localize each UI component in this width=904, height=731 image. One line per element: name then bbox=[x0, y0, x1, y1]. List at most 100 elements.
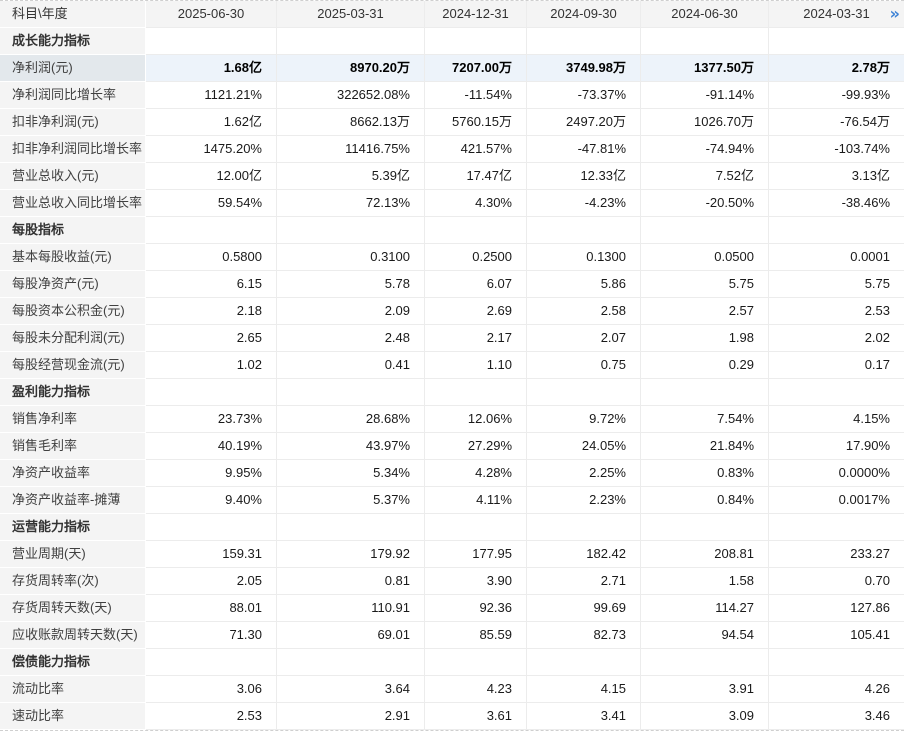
value-cell: 92.36 bbox=[425, 595, 527, 622]
section-row: 每股指标 bbox=[0, 217, 904, 244]
column-header-label: 2024-06-30 bbox=[671, 6, 738, 21]
value-cell: 0.17 bbox=[769, 352, 904, 379]
value-cell: 3.13亿 bbox=[769, 163, 904, 190]
section-title: 偿债能力指标 bbox=[0, 649, 146, 676]
value-cell: 2.17 bbox=[425, 325, 527, 352]
table-row[interactable]: 每股净资产(元) 6.15 5.78 6.07 5.86 5.75 5.75 bbox=[0, 271, 904, 298]
value-cell: 105.41 bbox=[769, 622, 904, 649]
empty-cell bbox=[641, 28, 769, 55]
value-cell: 0.0017% bbox=[769, 487, 904, 514]
table-row[interactable]: 每股经营现金流(元) 1.02 0.41 1.10 0.75 0.29 0.17 bbox=[0, 352, 904, 379]
table-row[interactable]: 存货周转天数(天) 88.01 110.91 92.36 99.69 114.27 127.… bbox=[0, 595, 904, 622]
empty-cell bbox=[527, 649, 641, 676]
value-cell: 4.15 bbox=[527, 676, 641, 703]
value-cell: 0.0500 bbox=[641, 244, 769, 271]
value-cell: 12.00亿 bbox=[146, 163, 277, 190]
table-row[interactable]: 基本每股收益(元) 0.5800 0.3100 0.2500 0.1300 0.0500 0… bbox=[0, 244, 904, 271]
section-title: 成长能力指标 bbox=[0, 28, 146, 55]
table-row[interactable]: 销售毛利率 40.19% 43.97% 27.29% 24.05% 21.84% 17.90… bbox=[0, 433, 904, 460]
value-cell: 21.84% bbox=[641, 433, 769, 460]
value-cell: 3749.98万 bbox=[527, 55, 641, 82]
table-row[interactable]: 扣非净利润同比增长率 1475.20% 11416.75% 421.57% -47.81… bbox=[0, 136, 904, 163]
column-header-date: 2024-06-30 bbox=[641, 1, 769, 28]
value-cell: 11416.75% bbox=[277, 136, 425, 163]
row-label: 基本每股收益(元) bbox=[0, 244, 146, 271]
value-cell: -11.54% bbox=[425, 82, 527, 109]
column-header-label: 2024-12-31 bbox=[442, 6, 509, 21]
empty-cell bbox=[641, 379, 769, 406]
empty-cell bbox=[146, 649, 277, 676]
column-header-date: 2024-03-31 » bbox=[769, 1, 904, 28]
value-cell: -103.74% bbox=[769, 136, 904, 163]
value-cell: 24.05% bbox=[527, 433, 641, 460]
table-row[interactable]: 销售净利率 23.73% 28.68% 12.06% 9.72% 7.54% 4.15% bbox=[0, 406, 904, 433]
column-header-subject-year: 科目\年度 bbox=[0, 1, 146, 28]
value-cell: 1026.70万 bbox=[641, 109, 769, 136]
section-row: 盈利能力指标 bbox=[0, 379, 904, 406]
value-cell: -76.54万 bbox=[769, 109, 904, 136]
value-cell: -4.23% bbox=[527, 190, 641, 217]
value-cell: 99.69 bbox=[527, 595, 641, 622]
value-cell: 9.40% bbox=[146, 487, 277, 514]
table-row[interactable]: 净利润同比增长率 1121.21% 322652.08% -11.54% -73.37%… bbox=[0, 82, 904, 109]
table-row[interactable]: 存货周转率(次) 2.05 0.81 3.90 2.71 1.58 0.70 bbox=[0, 568, 904, 595]
row-label: 流动比率 bbox=[0, 676, 146, 703]
table-row[interactable]: 营业总收入(元) 12.00亿 5.39亿 17.47亿 12.33亿 7.52亿 3.13… bbox=[0, 163, 904, 190]
value-cell: 5.75 bbox=[641, 271, 769, 298]
chevron-double-right-icon[interactable]: » bbox=[889, 4, 900, 23]
value-cell: 0.81 bbox=[277, 568, 425, 595]
empty-cell bbox=[527, 217, 641, 244]
table-row[interactable]: 每股未分配利润(元) 2.65 2.48 2.17 2.07 1.98 2.02 bbox=[0, 325, 904, 352]
value-cell: 4.23 bbox=[425, 676, 527, 703]
row-label: 营业总收入同比增长率 bbox=[0, 190, 146, 217]
value-cell: 2.71 bbox=[527, 568, 641, 595]
table-row[interactable]: 应收账款周转天数(天) 71.30 69.01 85.59 82.73 94.54 105.… bbox=[0, 622, 904, 649]
table-row[interactable]: 净资产收益率-摊薄 9.40% 5.37% 4.11% 2.23% 0.84% 0.0017… bbox=[0, 487, 904, 514]
table-row[interactable]: 净资产收益率 9.95% 5.34% 4.28% 2.25% 0.83% 0.0000% bbox=[0, 460, 904, 487]
empty-cell bbox=[641, 514, 769, 541]
value-cell: 0.75 bbox=[527, 352, 641, 379]
value-cell: 2.91 bbox=[277, 703, 425, 730]
value-cell: -73.37% bbox=[527, 82, 641, 109]
row-label: 每股经营现金流(元) bbox=[0, 352, 146, 379]
value-cell: 159.31 bbox=[146, 541, 277, 568]
table-row[interactable]: 净利润(元) 1.68亿 8970.20万 7207.00万 3749.98万 1377.… bbox=[0, 55, 904, 82]
value-cell: 114.27 bbox=[641, 595, 769, 622]
value-cell: 0.29 bbox=[641, 352, 769, 379]
empty-cell bbox=[769, 649, 904, 676]
table-row[interactable]: 每股资本公积金(元) 2.18 2.09 2.69 2.58 2.57 2.53 bbox=[0, 298, 904, 325]
column-header-date: 2025-06-30 bbox=[146, 1, 277, 28]
value-cell: 3.90 bbox=[425, 568, 527, 595]
value-cell: 3.09 bbox=[641, 703, 769, 730]
row-label: 销售毛利率 bbox=[0, 433, 146, 460]
row-label: 存货周转天数(天) bbox=[0, 595, 146, 622]
value-cell: -20.50% bbox=[641, 190, 769, 217]
row-label: 每股未分配利润(元) bbox=[0, 325, 146, 352]
empty-cell bbox=[769, 514, 904, 541]
table-row[interactable]: 营业周期(天) 159.31 179.92 177.95 182.42 208.81 233… bbox=[0, 541, 904, 568]
row-label: 净资产收益率 bbox=[0, 460, 146, 487]
value-cell: 28.68% bbox=[277, 406, 425, 433]
value-cell: 0.3100 bbox=[277, 244, 425, 271]
value-cell: -38.46% bbox=[769, 190, 904, 217]
row-label: 扣非净利润同比增长率 bbox=[0, 136, 146, 163]
row-label: 每股资本公积金(元) bbox=[0, 298, 146, 325]
value-cell: 6.07 bbox=[425, 271, 527, 298]
value-cell: 1475.20% bbox=[146, 136, 277, 163]
empty-cell bbox=[641, 649, 769, 676]
table-row[interactable]: 流动比率 3.06 3.64 4.23 4.15 3.91 4.26 bbox=[0, 676, 904, 703]
value-cell: 9.72% bbox=[527, 406, 641, 433]
value-cell: 2.65 bbox=[146, 325, 277, 352]
value-cell: 82.73 bbox=[527, 622, 641, 649]
value-cell: 8662.13万 bbox=[277, 109, 425, 136]
table-row[interactable]: 营业总收入同比增长率 59.54% 72.13% 4.30% -4.23% -20.50%… bbox=[0, 190, 904, 217]
value-cell: 5.75 bbox=[769, 271, 904, 298]
value-cell: 0.70 bbox=[769, 568, 904, 595]
value-cell: 4.28% bbox=[425, 460, 527, 487]
value-cell: 12.06% bbox=[425, 406, 527, 433]
table-row[interactable]: 速动比率 2.53 2.91 3.61 3.41 3.09 3.46 bbox=[0, 703, 904, 730]
table-row[interactable]: 扣非净利润(元) 1.62亿 8662.13万 5760.15万 2497.20万 102… bbox=[0, 109, 904, 136]
value-cell: 2.48 bbox=[277, 325, 425, 352]
row-label: 应收账款周转天数(天) bbox=[0, 622, 146, 649]
value-cell: 2.07 bbox=[527, 325, 641, 352]
